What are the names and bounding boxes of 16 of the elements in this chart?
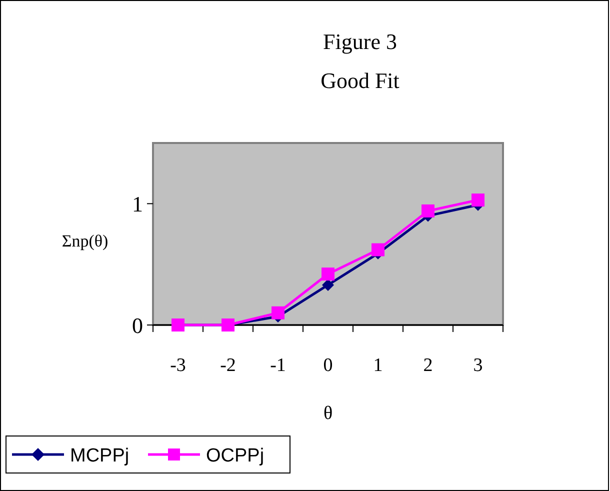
x-tick-label: -3	[170, 355, 186, 376]
x-tick-label: 3	[473, 355, 483, 376]
chart-subtitle: Good Fit	[320, 68, 400, 93]
y-axis-title: Σnp(θ)	[62, 232, 108, 251]
legend-label: OCPPj	[206, 446, 264, 466]
x-tick-label: 2	[423, 355, 433, 376]
x-axis-title: θ	[323, 403, 333, 424]
x-tick-label: 0	[323, 355, 333, 376]
x-tick-label: 1	[373, 355, 383, 376]
legend-label: MCPPj	[70, 446, 130, 466]
point	[422, 204, 434, 218]
point	[322, 268, 334, 281]
x-tick-label: -1	[270, 355, 286, 376]
x-tick-label: -2	[220, 355, 236, 376]
chart-title: Figure 3	[323, 29, 397, 54]
point	[472, 194, 484, 207]
